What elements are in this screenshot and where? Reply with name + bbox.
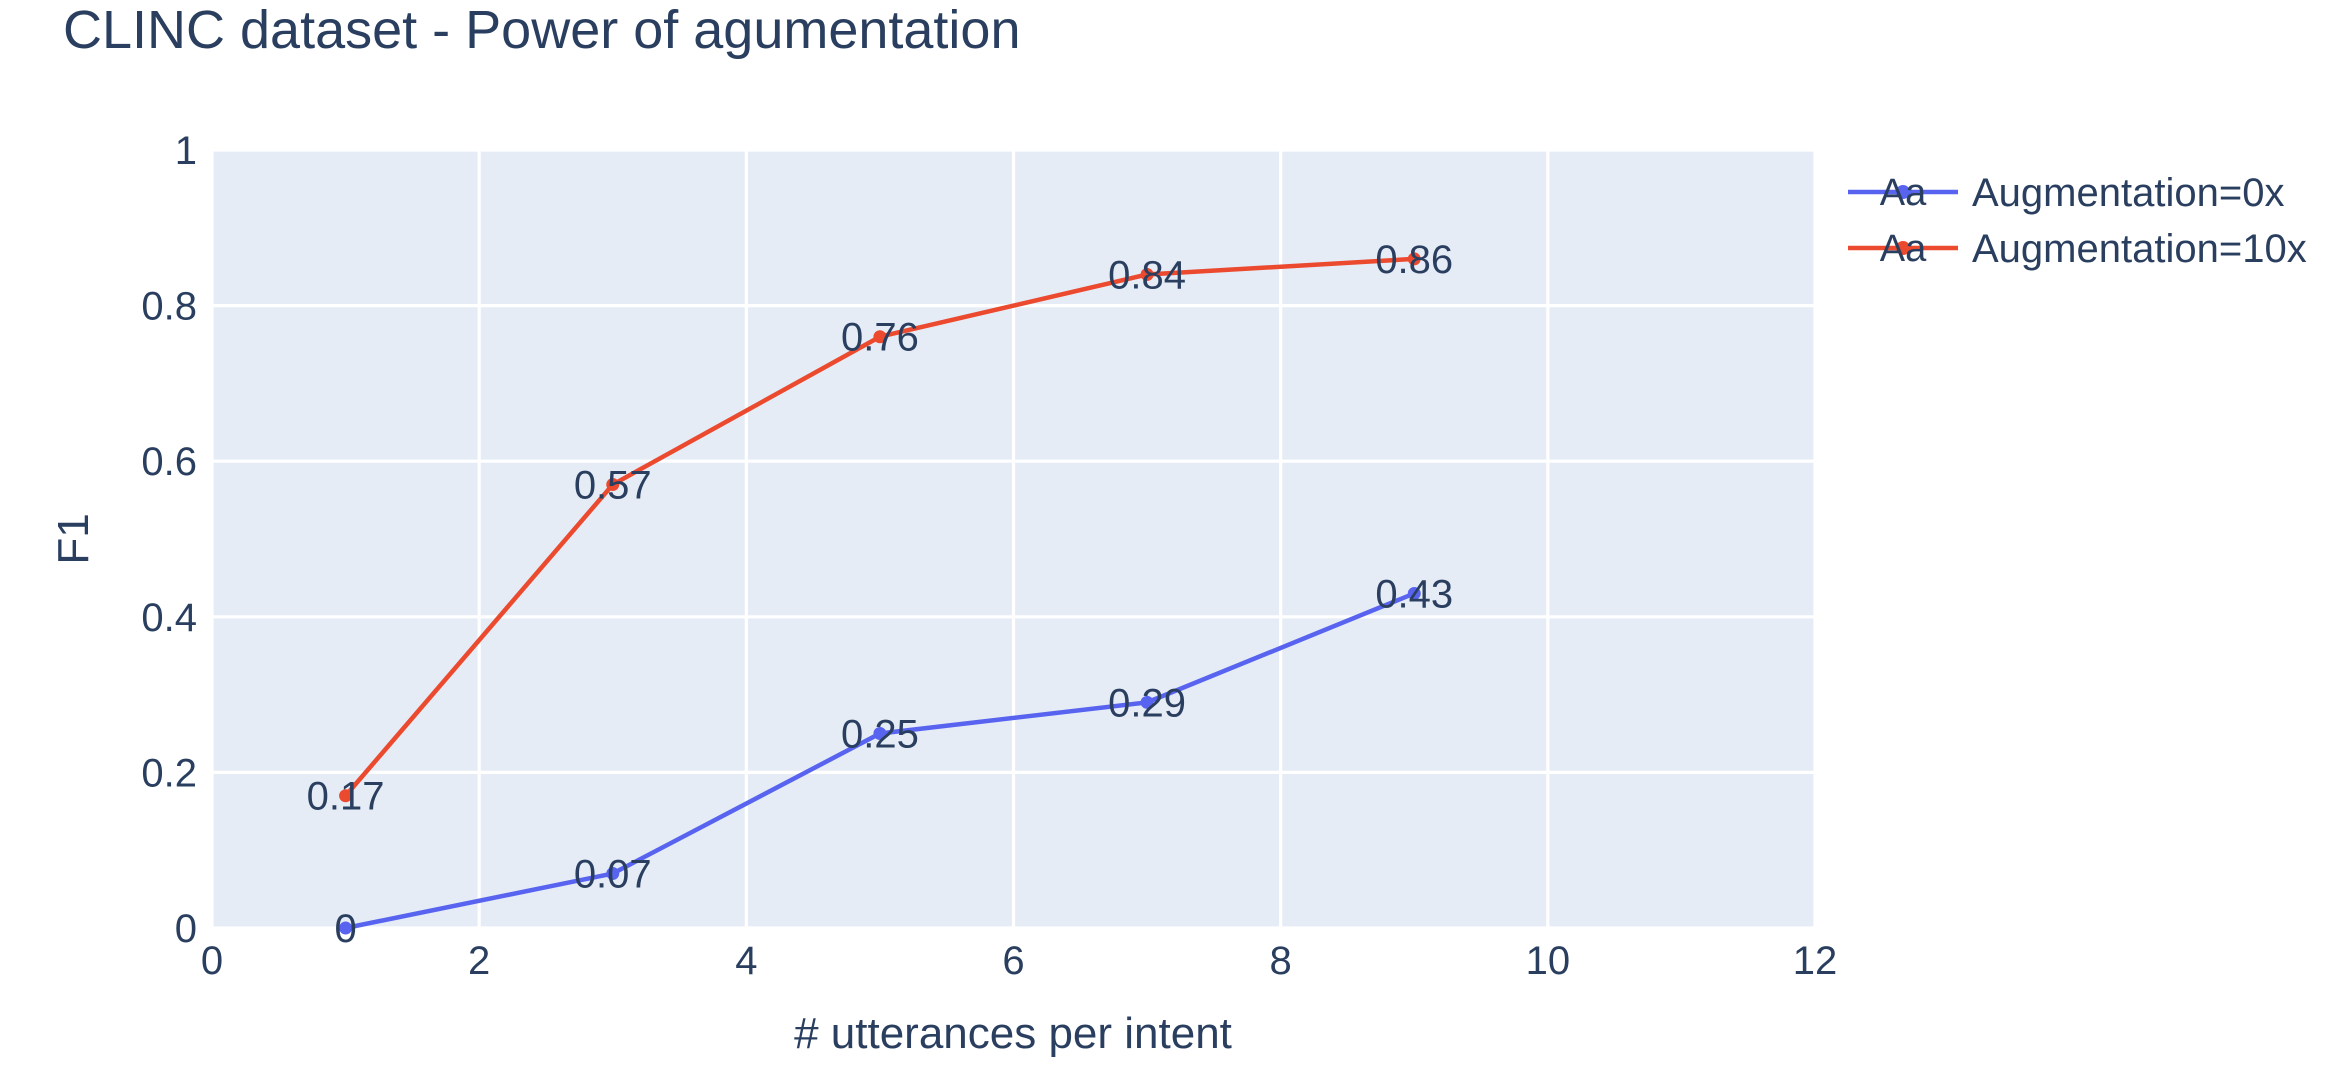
x-tick-label: 10 bbox=[1526, 939, 1571, 983]
legend-sample-point bbox=[1896, 185, 1910, 199]
data-point-label: 0 bbox=[334, 907, 356, 951]
data-point[interactable] bbox=[873, 330, 887, 344]
data-point[interactable] bbox=[1140, 267, 1154, 281]
data-point[interactable] bbox=[1407, 586, 1421, 600]
y-tick-label: 1 bbox=[175, 129, 197, 173]
data-point-label: 0.84 bbox=[1108, 253, 1186, 297]
x-axis-tick-labels: 0 2 4 6 8 10 12 bbox=[201, 939, 1837, 983]
legend: Aa Augmentation=0x Aa Augmentation=10x bbox=[1848, 171, 2307, 271]
legend-sample-text: Aa bbox=[1880, 228, 1927, 270]
data-point[interactable] bbox=[339, 921, 353, 935]
data-point[interactable] bbox=[606, 478, 620, 492]
x-tick-label: 6 bbox=[1002, 939, 1024, 983]
y-axis-title: F1 bbox=[49, 513, 98, 564]
y-tick-label: 0.2 bbox=[141, 751, 197, 795]
data-point-label: 0.86 bbox=[1375, 238, 1453, 282]
legend-label: Augmentation=10x bbox=[1972, 227, 2307, 271]
data-point-label: 0.76 bbox=[841, 316, 919, 360]
data-point[interactable] bbox=[606, 867, 620, 881]
series-Augmentation=0x[interactable]: 0 0.07 0.25 0.29 0.43 bbox=[334, 572, 1453, 951]
data-point-label: 0.17 bbox=[307, 775, 385, 819]
series-layer: 0 0.07 0.25 0.29 0.43 0.17 0.57 0.76 0.84 0.86 bbox=[307, 238, 1454, 951]
legend-label: Augmentation=0x bbox=[1972, 171, 2284, 215]
y-tick-label: 0.4 bbox=[141, 596, 197, 640]
data-point[interactable] bbox=[873, 727, 887, 740]
data-point[interactable] bbox=[1140, 695, 1154, 709]
legend-sample-text: Aa bbox=[1880, 172, 1927, 214]
y-tick-label: 0.6 bbox=[141, 440, 197, 484]
x-tick-label: 0 bbox=[201, 939, 223, 983]
legend-item-Augmentation=10x[interactable]: Aa Augmentation=10x bbox=[1848, 227, 2307, 271]
series-Augmentation=10x[interactable]: 0.17 0.57 0.76 0.84 0.86 bbox=[307, 238, 1454, 819]
chart-title: CLINC dataset - Power of agumentation bbox=[63, 0, 1021, 60]
y-tick-label: 0.8 bbox=[141, 285, 197, 329]
gridlines bbox=[210, 148, 1817, 930]
x-tick-label: 4 bbox=[735, 939, 757, 983]
data-point[interactable] bbox=[1407, 252, 1421, 266]
data-point-label: 0.57 bbox=[574, 464, 652, 508]
y-tick-label: 0 bbox=[175, 907, 197, 951]
data-point-label: 0.43 bbox=[1375, 572, 1453, 616]
data-point[interactable] bbox=[339, 789, 353, 803]
data-point-label: 0.29 bbox=[1108, 681, 1186, 725]
x-tick-label: 8 bbox=[1270, 939, 1292, 983]
legend-item-Augmentation=0x[interactable]: Aa Augmentation=0x bbox=[1848, 171, 2284, 215]
data-point-label: 0.07 bbox=[574, 853, 652, 897]
x-tick-label: 2 bbox=[468, 939, 490, 983]
x-axis-title: # utterances per intent bbox=[794, 1009, 1232, 1058]
data-point-label: 0.25 bbox=[841, 713, 919, 757]
y-axis-tick-labels: 0 0.2 0.4 0.6 0.8 1 bbox=[141, 129, 197, 951]
legend-sample-point bbox=[1896, 241, 1910, 255]
x-tick-label: 12 bbox=[1793, 939, 1838, 983]
